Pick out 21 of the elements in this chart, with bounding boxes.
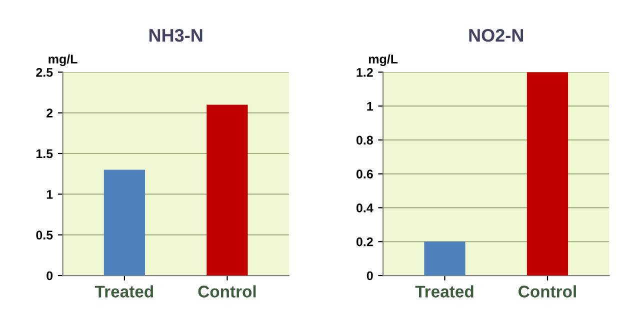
y-tick-label: 1.5 <box>36 149 53 158</box>
y-tick-label: 0.5 <box>36 230 53 240</box>
y-tick-label: 0.6 <box>356 170 373 178</box>
chart-title: NH3-N <box>149 28 202 42</box>
x-tick-label: Treated <box>415 285 474 298</box>
y-tick-label: 1 <box>367 102 374 111</box>
x-tick-label: Control <box>198 285 256 298</box>
y-axis-title: mg/L <box>48 54 78 66</box>
x-tick-label: Treated <box>95 285 154 298</box>
y-tick-label: 0 <box>366 271 373 280</box>
y-tick-label: 0 <box>46 271 53 280</box>
y-tick-label: 2 <box>46 108 53 118</box>
x-tick-label: Control <box>518 285 576 298</box>
y-tick-label: 0.8 <box>356 136 373 145</box>
chart-title: NO2-N <box>469 28 523 42</box>
y-tick-label: 1 <box>46 190 53 199</box>
y-tick-label: 2.5 <box>36 68 53 77</box>
y-tick-label: 0.2 <box>356 237 373 246</box>
y-tick-label: 1.2 <box>356 68 373 77</box>
y-axis-title: mg/L <box>368 54 398 66</box>
y-tick-label: 0.4 <box>356 204 374 212</box>
